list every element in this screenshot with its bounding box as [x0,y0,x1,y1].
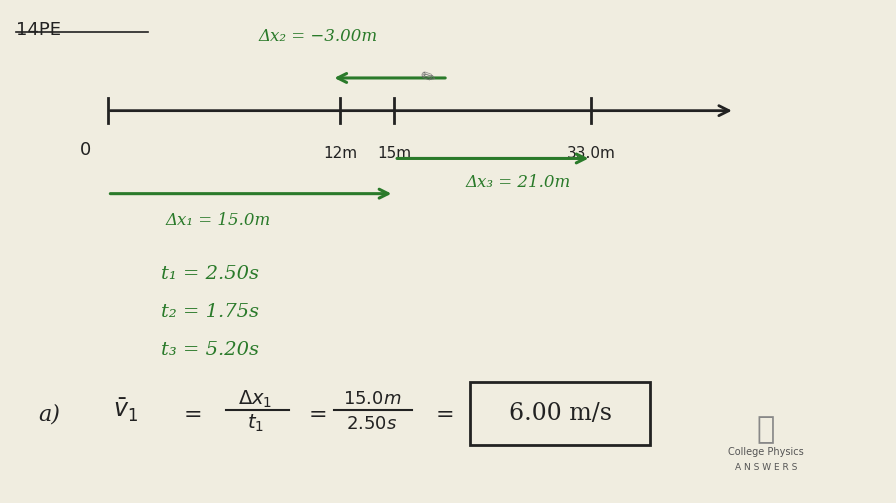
Text: $\Delta x_1$: $\Delta x_1$ [238,388,272,409]
Text: t₁ = 2.50s: t₁ = 2.50s [161,265,259,283]
Text: A N S W E R S: A N S W E R S [735,463,797,472]
Text: 15m: 15m [377,146,411,161]
Text: t₃ = 5.20s: t₃ = 5.20s [161,341,259,359]
Text: =: = [436,405,454,425]
Text: $2.50s$: $2.50s$ [346,414,398,433]
Text: 🎓: 🎓 [757,415,775,445]
Text: 0: 0 [80,141,90,159]
Text: $t_1$: $t_1$ [247,413,263,434]
Text: =: = [184,405,202,425]
Text: Δx₁ = 15.0m: Δx₁ = 15.0m [166,212,271,229]
Text: a): a) [39,404,60,426]
Text: 12m: 12m [323,146,358,161]
Text: College Physics: College Physics [728,447,804,457]
Text: 14PE: 14PE [16,21,61,39]
Bar [470,382,650,445]
Text: 33.0m: 33.0m [567,146,616,161]
Text: 6.00 m/s: 6.00 m/s [509,402,611,426]
Text: =: = [309,405,327,425]
Text: $15.0m$: $15.0m$ [342,390,401,408]
Text: t₂ = 1.75s: t₂ = 1.75s [161,303,259,321]
Text: $\bar{v}_1$: $\bar{v}_1$ [113,397,138,425]
Text: ✏: ✏ [418,67,437,89]
Text: Δx₂ = −3.00m: Δx₂ = −3.00m [259,28,377,45]
Text: Δx₃ = 21.0m: Δx₃ = 21.0m [466,174,571,191]
